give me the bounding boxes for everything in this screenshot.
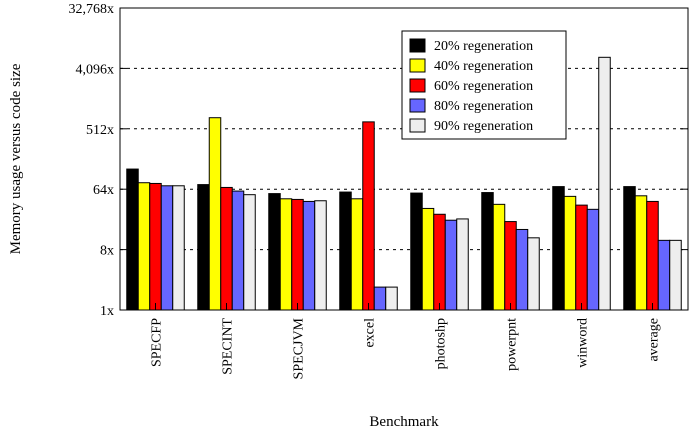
bar — [433, 213, 446, 311]
bar — [552, 186, 565, 311]
legend-box — [401, 30, 567, 140]
bar — [291, 198, 304, 311]
legend-label: 60% regeneration — [434, 79, 533, 94]
legend: 20% regeneration 40% regeneration 60% rege… — [401, 30, 567, 140]
bars — [126, 56, 682, 311]
bar — [362, 121, 375, 311]
bar — [339, 191, 352, 311]
y-tick-label: 8x — [100, 244, 114, 259]
bar — [268, 193, 281, 311]
plot-frame — [119, 7, 689, 311]
bar — [231, 190, 245, 311]
bar — [137, 182, 151, 311]
bar — [623, 186, 636, 311]
legend-label: 80% regeneration — [434, 99, 533, 114]
x-tick-label: winword — [576, 318, 591, 368]
bar — [373, 286, 387, 311]
bar — [657, 239, 671, 311]
bar — [410, 192, 423, 311]
legend-swatch — [409, 78, 426, 93]
bar — [444, 219, 458, 311]
bar — [279, 198, 293, 311]
bar — [481, 192, 494, 311]
bar — [492, 203, 506, 311]
bar — [126, 168, 139, 311]
x-axis-title: Benchmark — [369, 414, 439, 430]
x-axis: SPECFP SPECINT SPECJVM excel photoshp powerpn… — [150, 303, 662, 379]
x-tick-label: photoshp — [434, 318, 449, 369]
bar — [208, 117, 222, 311]
bar — [350, 198, 364, 311]
y-axis-title: Memory usage versus code size — [8, 63, 24, 254]
bar — [634, 195, 648, 311]
bar — [669, 239, 682, 311]
legend-label: 90% regeneration — [434, 119, 533, 134]
bar — [197, 184, 210, 311]
y-axis: 1x 8x 64x 512x 4,096x 32,768x — [69, 2, 688, 319]
x-tick-label: SPECINT — [221, 318, 236, 375]
bar — [563, 195, 577, 311]
y-tick-label: 4,096x — [76, 62, 115, 77]
y-tick-label: 512x — [86, 123, 114, 138]
legend-swatch — [409, 38, 426, 53]
x-tick-label: average — [647, 318, 662, 362]
bar — [586, 208, 600, 311]
y-tick-label: 32,768x — [69, 2, 115, 17]
bar — [421, 207, 435, 311]
legend-swatch — [409, 118, 426, 133]
bar — [243, 194, 256, 311]
bar — [385, 286, 398, 311]
bar — [575, 204, 588, 311]
bar — [504, 221, 517, 311]
bar — [220, 186, 233, 311]
legend-label: 40% regeneration — [434, 59, 533, 74]
bar — [172, 185, 185, 311]
bar — [149, 182, 162, 311]
bar — [302, 200, 316, 311]
x-tick-label: SPECFP — [150, 318, 165, 367]
x-tick-label: SPECJVM — [292, 317, 307, 379]
bar — [160, 185, 174, 311]
bar — [314, 200, 327, 311]
legend-swatch — [409, 58, 426, 73]
bar — [646, 200, 659, 311]
x-tick-label: powerpnt — [505, 318, 520, 371]
bar — [527, 237, 540, 311]
bar — [456, 218, 469, 311]
bar — [515, 228, 529, 311]
bar — [598, 56, 611, 311]
y-tick-label: 1x — [100, 304, 114, 319]
legend-swatch — [409, 98, 426, 113]
legend-label: 20% regeneration — [434, 39, 533, 54]
x-tick-label: excel — [363, 318, 378, 348]
y-tick-label: 64x — [93, 183, 114, 198]
